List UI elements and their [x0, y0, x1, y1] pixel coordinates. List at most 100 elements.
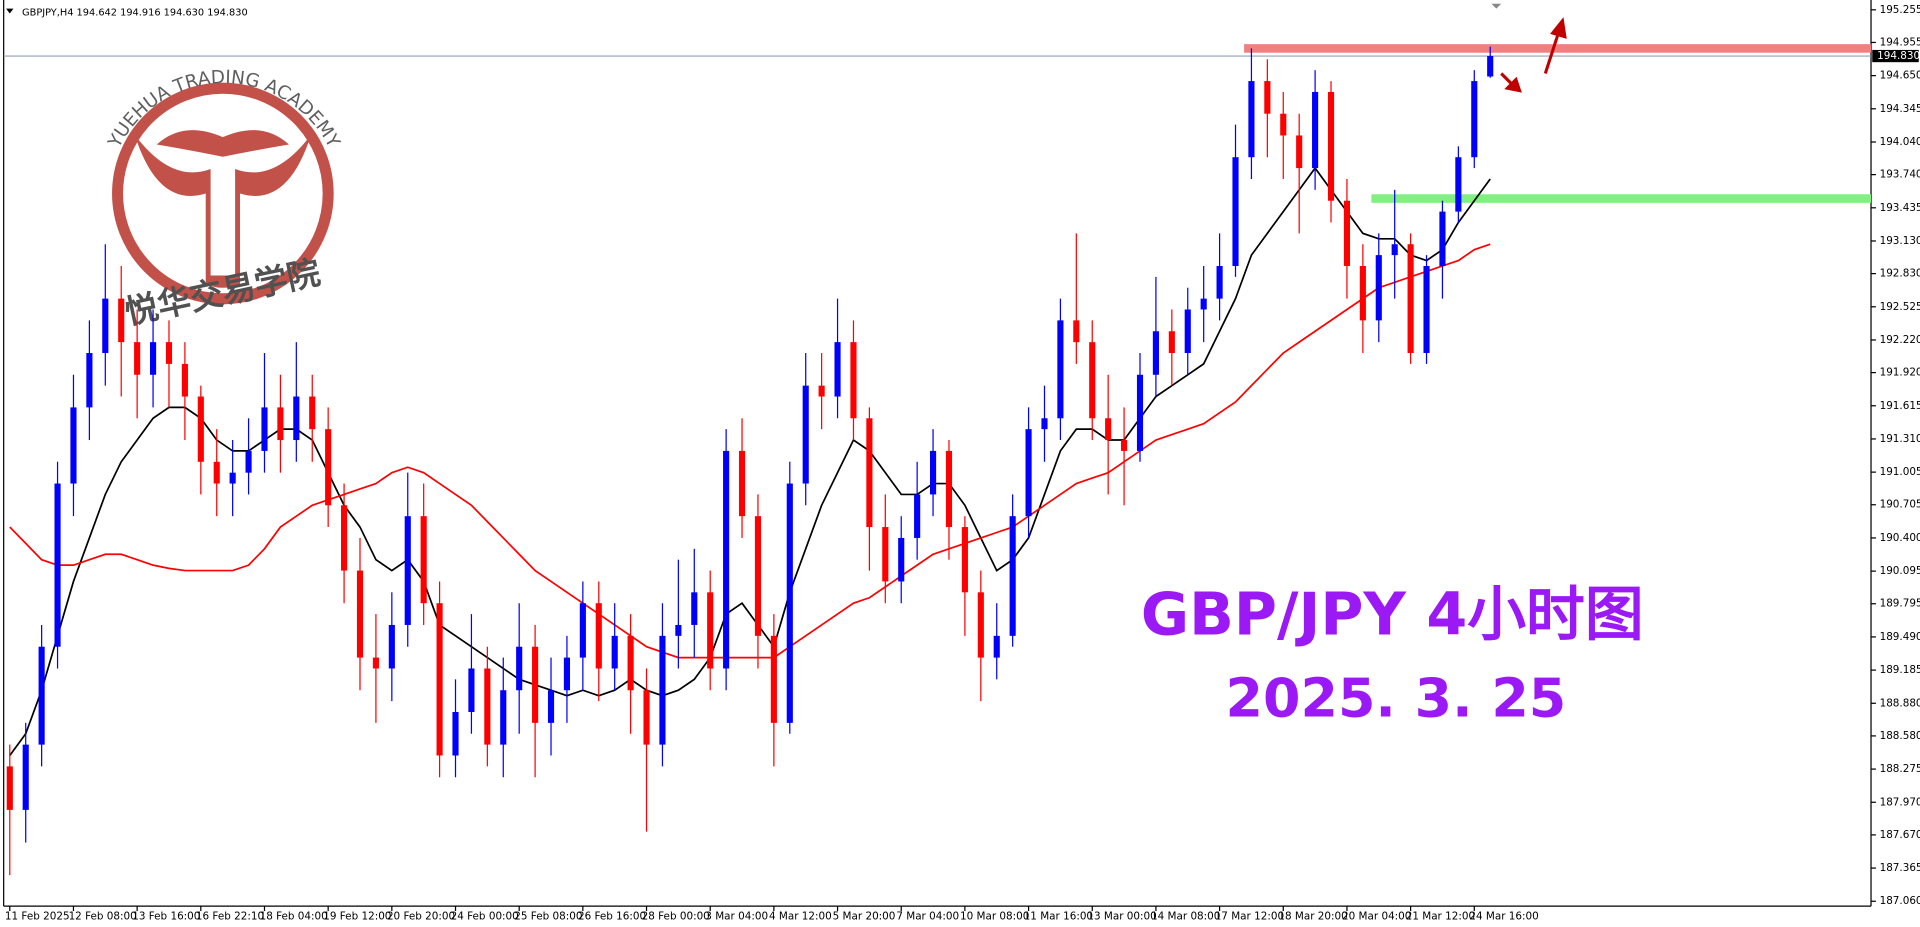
- candle-body: [866, 418, 873, 528]
- y-tick-label: 190.705: [1880, 499, 1920, 511]
- candle-body: [1121, 440, 1128, 451]
- candle-body: [452, 711, 459, 756]
- y-tick-label: 193.130: [1880, 235, 1920, 247]
- candle-body: [1057, 320, 1064, 419]
- x-tick-label: 20 Feb 20:00: [387, 910, 455, 922]
- x-tick-label: 11 Feb 2025: [5, 910, 70, 922]
- candle-body: [404, 516, 411, 625]
- candle-body: [86, 353, 93, 408]
- candle-body: [850, 342, 857, 419]
- candle-body: [38, 646, 45, 745]
- candle-body: [22, 744, 29, 810]
- arrow-head: [1504, 76, 1522, 93]
- y-tick-label: 191.310: [1880, 433, 1920, 445]
- x-tick-label: 28 Feb 00:00: [642, 910, 710, 922]
- candle-body: [1089, 342, 1096, 419]
- candle-body: [1184, 309, 1191, 354]
- candle-body: [977, 592, 984, 658]
- y-tick-label: 192.220: [1880, 334, 1920, 346]
- candle-body: [1391, 244, 1398, 256]
- candle-body: [1073, 320, 1080, 343]
- candle-body: [961, 527, 968, 593]
- y-tick-label: 194.345: [1880, 103, 1920, 115]
- candle-body: [325, 429, 332, 506]
- candle-body: [436, 603, 443, 756]
- candle-body: [181, 363, 188, 397]
- x-tick-label: 11 Mar 16:00: [1024, 910, 1093, 922]
- candle-body: [595, 603, 602, 669]
- y-tick-label: 187.060: [1880, 895, 1920, 907]
- x-tick-label: 12 Feb 08:00: [69, 910, 137, 922]
- candle-body: [930, 450, 937, 495]
- y-tick-label: 190.400: [1880, 532, 1920, 544]
- candle-body: [1152, 331, 1159, 375]
- candle-body: [1407, 244, 1414, 354]
- y-tick-label: 191.005: [1880, 466, 1920, 478]
- y-tick-label: 188.580: [1880, 730, 1920, 742]
- y-tick-label: 188.275: [1880, 763, 1920, 775]
- candle-body: [516, 646, 523, 691]
- candle-body: [802, 385, 809, 484]
- candle-body: [532, 646, 539, 723]
- candle-body: [277, 407, 284, 441]
- level-band: [1371, 194, 1872, 203]
- logo-mark: [134, 134, 312, 288]
- candle-body: [420, 516, 427, 604]
- candle-body: [245, 450, 252, 473]
- x-tick-label: 7 Mar 04:00: [896, 910, 959, 922]
- candle-body: [1471, 81, 1478, 158]
- annotation-arrows: [1500, 17, 1567, 93]
- y-tick-label: 187.970: [1880, 796, 1920, 808]
- candle-body: [1423, 265, 1430, 354]
- logo-mark: [156, 130, 289, 157]
- candle-body: [261, 407, 268, 451]
- x-tick-label: 4 Mar 12:00: [769, 910, 832, 922]
- x-tick-label: 18 Mar 20:00: [1278, 910, 1347, 922]
- candle-body: [754, 516, 762, 636]
- y-tick-label: 193.435: [1880, 202, 1920, 214]
- candle-body: [372, 657, 379, 669]
- candle-body: [1264, 81, 1271, 114]
- candle-body: [1487, 56, 1494, 77]
- x-tick-label: 13 Mar 00:00: [1087, 910, 1156, 922]
- candle-body: [1009, 516, 1016, 636]
- price-label-box: [1872, 49, 1919, 63]
- candle-body: [818, 385, 825, 397]
- y-tick-label: 192.830: [1880, 268, 1920, 280]
- candle-body: [643, 690, 650, 745]
- arrow: [1543, 31, 1561, 74]
- y-tick-label: 188.880: [1880, 697, 1920, 709]
- y-tick-label: 189.795: [1880, 598, 1920, 610]
- menu-icon: [6, 8, 14, 14]
- logo-ring: [112, 82, 334, 305]
- y-tick-label: 194.955: [1880, 36, 1920, 48]
- x-tick-label: 24 Mar 16:00: [1469, 910, 1538, 922]
- candle-body: [197, 396, 204, 462]
- candle-body: [611, 635, 618, 669]
- y-tick-label: 191.920: [1880, 367, 1920, 379]
- x-tick-label: 3 Mar 04:00: [705, 910, 768, 922]
- candle-body: [723, 450, 730, 669]
- moving-average: [9, 166, 1491, 757]
- y-tick-label: 191.615: [1880, 400, 1920, 412]
- candle-body: [1105, 418, 1112, 441]
- candle-body: [293, 396, 300, 441]
- candle-body: [627, 635, 634, 691]
- candle-body: [993, 635, 1000, 658]
- candle-body: [70, 407, 77, 484]
- candle-body: [150, 342, 157, 375]
- x-tick-label: 18 Feb 04:00: [260, 910, 328, 922]
- candle-body: [945, 450, 953, 528]
- candle-body: [213, 461, 220, 484]
- x-tick-label: 26 Feb 16:00: [578, 910, 646, 922]
- y-tick-label: 187.670: [1880, 829, 1920, 841]
- price-label: 194.830: [1877, 50, 1920, 62]
- candle-body: [898, 537, 905, 582]
- chart-title: GBP/JPY 4小时图: [1141, 580, 1644, 649]
- candle-body: [6, 766, 13, 810]
- candle-body: [579, 603, 586, 658]
- candle-body: [54, 483, 61, 647]
- candle-body: [1296, 135, 1303, 169]
